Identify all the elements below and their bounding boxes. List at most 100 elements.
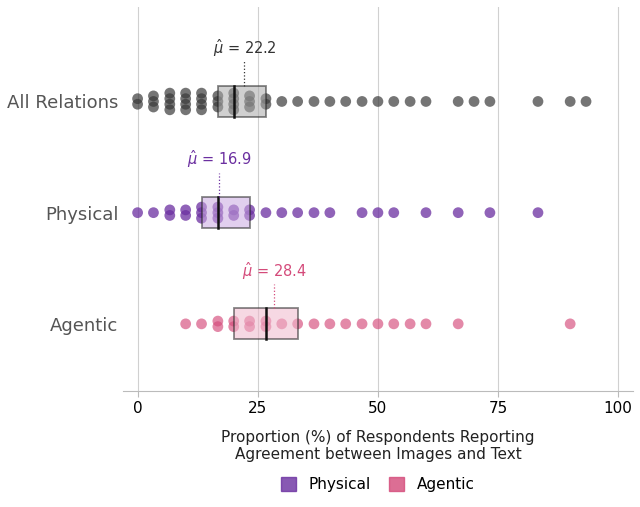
Bar [218,86,266,117]
Point [261,317,271,325]
Point [164,95,175,103]
Point [212,322,223,331]
Point [196,203,207,211]
Point [261,208,271,216]
Text: $\hat{\mu}$ = 28.4: $\hat{\mu}$ = 28.4 [242,260,307,281]
Point [261,95,271,103]
Point [533,208,543,216]
Point [212,214,223,222]
Point [180,206,191,214]
Point [453,320,463,328]
Point [292,208,303,216]
Point [212,92,223,100]
Point [148,92,159,100]
Point [484,97,495,105]
Point [276,320,287,328]
Point [357,97,367,105]
Point [164,89,175,97]
Point [244,103,255,111]
Point [180,89,191,97]
Point [196,89,207,97]
Point [388,97,399,105]
X-axis label: Proportion (%) of Respondents Reporting
Agreement between Images and Text: Proportion (%) of Respondents Reporting … [221,430,534,462]
Point [276,97,287,105]
Point [212,103,223,111]
Point [244,322,255,331]
Point [228,322,239,331]
Bar [202,197,250,228]
Point [244,206,255,214]
Point [372,208,383,216]
Text: $\hat{\mu}$ = 22.2: $\hat{\mu}$ = 22.2 [212,38,276,59]
Point [212,97,223,105]
Point [340,320,351,328]
Point [244,317,255,325]
Point [421,320,431,328]
Point [357,208,367,216]
Point [484,208,495,216]
Point [164,100,175,108]
Point [244,211,255,220]
Point [453,208,463,216]
Point [228,211,239,220]
Point [132,208,143,216]
Point [292,320,303,328]
Point [228,89,239,97]
Point [180,106,191,114]
Point [228,95,239,103]
Point [405,97,415,105]
Point [469,97,479,105]
Point [180,211,191,220]
Point [324,97,335,105]
Point [196,106,207,114]
Point [132,95,143,103]
Point [212,208,223,216]
Text: $\hat{\mu}$ = 16.9: $\hat{\mu}$ = 16.9 [186,149,251,170]
Point [533,97,543,105]
Point [164,206,175,214]
Point [196,214,207,222]
Point [244,97,255,105]
Point [228,206,239,214]
Point [324,208,335,216]
Point [309,208,319,216]
Point [148,208,159,216]
Point [244,92,255,100]
Point [388,208,399,216]
Point [132,100,143,108]
Point [309,320,319,328]
Point [196,208,207,216]
Legend: Physical, Agentic: Physical, Agentic [275,470,481,498]
Point [180,100,191,108]
Point [357,320,367,328]
Point [212,317,223,325]
Point [196,320,207,328]
Point [228,317,239,325]
Point [228,106,239,114]
Point [565,97,575,105]
Point [388,320,399,328]
Point [421,208,431,216]
Point [164,211,175,220]
Point [309,97,319,105]
Point [212,203,223,211]
Point [453,97,463,105]
Point [565,320,575,328]
Point [276,208,287,216]
Point [196,95,207,103]
Point [292,97,303,105]
Point [196,100,207,108]
Point [324,320,335,328]
Point [228,100,239,108]
Point [164,106,175,114]
Point [180,95,191,103]
Point [180,320,191,328]
Point [581,97,591,105]
Point [148,97,159,105]
Point [421,97,431,105]
Point [261,322,271,331]
Bar [234,308,298,339]
Point [148,103,159,111]
Point [372,97,383,105]
Point [261,100,271,108]
